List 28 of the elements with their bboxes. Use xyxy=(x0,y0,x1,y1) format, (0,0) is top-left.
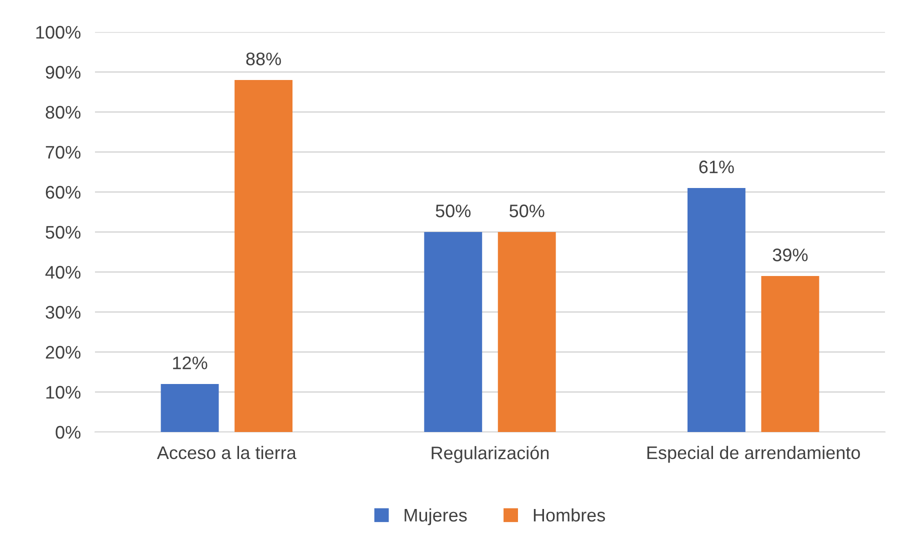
bar xyxy=(498,232,556,432)
data-label: 50% xyxy=(510,204,544,218)
y-tick-label: 70% xyxy=(46,146,80,159)
y-tick-label: 50% xyxy=(46,226,80,239)
legend-label: Hombres xyxy=(534,508,606,522)
y-tick-label: 80% xyxy=(46,106,80,119)
y-tick-label: 30% xyxy=(46,306,80,319)
y-tick-label: 40% xyxy=(45,266,80,279)
bar xyxy=(234,80,292,432)
data-label: 50% xyxy=(436,204,471,218)
bar xyxy=(688,188,746,432)
y-tick-label: 20% xyxy=(46,346,80,359)
data-label: 12% xyxy=(173,356,208,370)
bar xyxy=(761,276,820,432)
data-label: 39% xyxy=(772,248,808,262)
data-label: 61% xyxy=(699,160,734,174)
y-tick-label: 60% xyxy=(46,186,80,199)
bar xyxy=(424,232,482,432)
x-tick-label: Acceso a la tierra xyxy=(156,446,296,460)
y-tick-label: 100% xyxy=(36,26,80,39)
x-tick-label: Regularización xyxy=(432,446,549,463)
x-tick-label: Especial de arrendamiento xyxy=(647,446,860,463)
data-label: 88% xyxy=(246,52,281,66)
y-tick-label: 0% xyxy=(56,426,80,439)
legend-label: Mujeres xyxy=(404,508,467,526)
y-tick-label: 10% xyxy=(46,386,80,399)
bar xyxy=(160,384,219,432)
y-tick-label: 90% xyxy=(46,66,80,79)
